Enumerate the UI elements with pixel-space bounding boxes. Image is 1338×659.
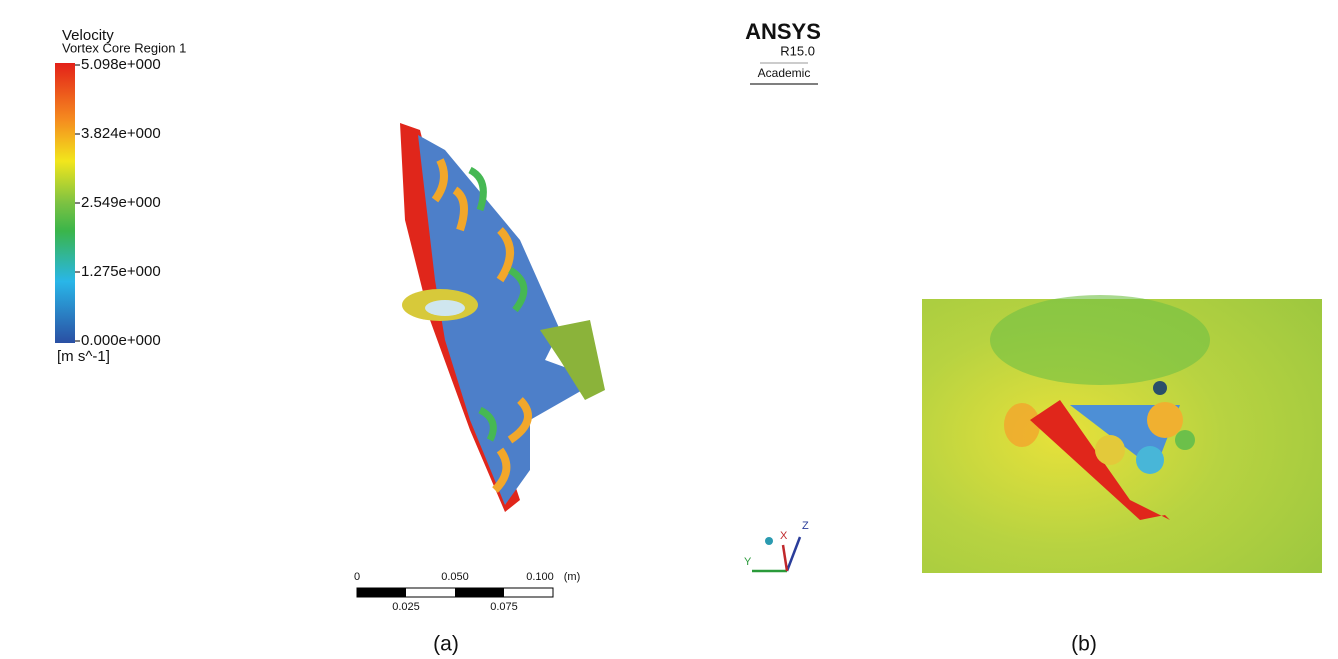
color-bar-label: 0.000e+000 — [81, 332, 161, 349]
legend-unit: [m s^-1] — [57, 348, 110, 365]
logo-name: ANSYS — [745, 19, 821, 44]
scale-label: 0.050 — [441, 571, 469, 583]
scale-label: 0 — [354, 571, 360, 583]
color-bar-label: 5.098e+000 — [81, 56, 161, 73]
scale-label: 0.100 — [526, 571, 554, 583]
triad-label: Y — [744, 556, 752, 568]
color-bar — [55, 63, 75, 343]
caption: (a) — [433, 633, 459, 656]
triad-label: Z — [802, 520, 809, 532]
scale-label: 0.075 — [490, 601, 518, 613]
scale-unit: (m) — [564, 571, 581, 583]
color-bar-label: 3.824e+000 — [81, 125, 161, 142]
axis-triad — [752, 537, 800, 571]
triad-label: X — [780, 530, 788, 542]
scale-label: 0.025 — [392, 601, 420, 613]
vortex-image-a — [400, 123, 605, 512]
caption: (b) — [1071, 633, 1097, 656]
color-bar-ticks: 5.098e+000 3.824e+000 2.549e+000 1.275e+000… — [75, 56, 161, 349]
legend-subtitle: Vortex Core Region 1 — [62, 40, 186, 55]
figure: Velocity Vortex Core Region 1 5.098e+000… — [0, 0, 1338, 659]
color-bar-label: 2.549e+000 — [81, 194, 161, 211]
vortex-image-b — [922, 295, 1322, 573]
scale-bar — [357, 588, 553, 597]
logo-edition: Academic — [758, 66, 811, 80]
logo-version: R15.0 — [780, 43, 815, 58]
color-bar-label: 1.275e+000 — [81, 263, 161, 280]
